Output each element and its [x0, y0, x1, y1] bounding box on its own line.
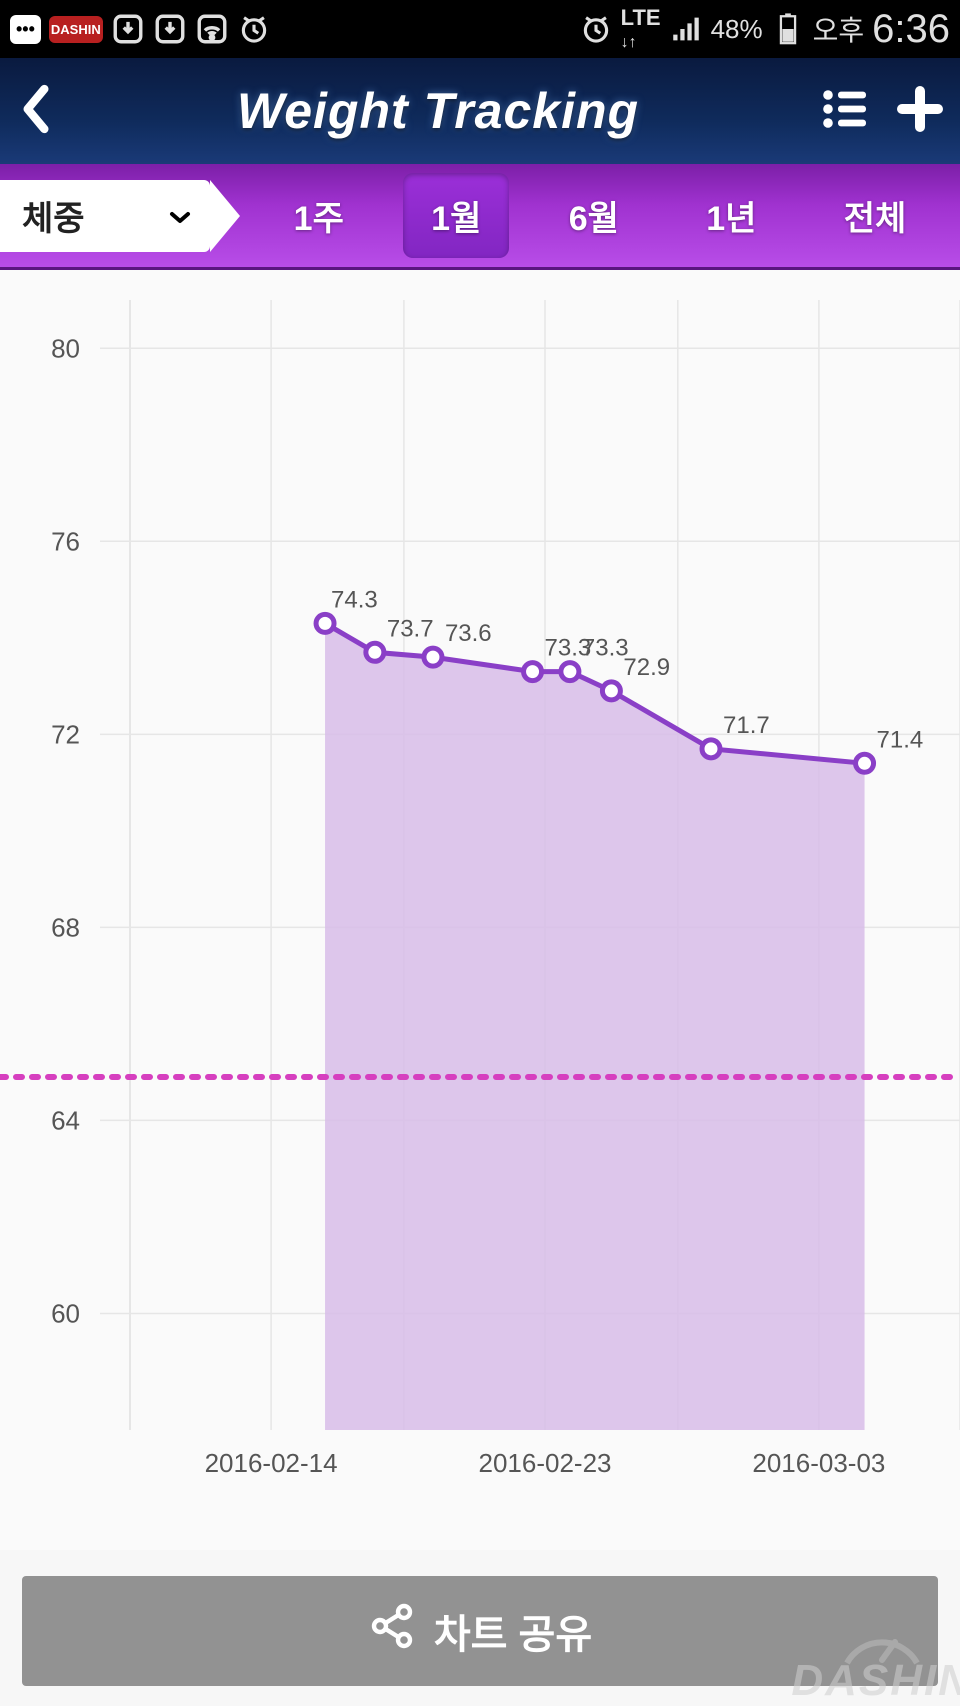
dashin-watermark: DASHIN: [791, 1656, 960, 1706]
back-button[interactable]: [16, 81, 56, 142]
svg-text:71.4: 71.4: [877, 726, 924, 753]
dropdown-label: 체중: [22, 191, 85, 240]
header-actions: [820, 85, 944, 138]
add-icon[interactable]: [896, 85, 944, 138]
alarm-icon-2: [579, 12, 613, 46]
svg-text:60: 60: [51, 1298, 80, 1328]
svg-text:2016-02-14: 2016-02-14: [205, 1448, 338, 1478]
wifi-icon: [195, 12, 229, 46]
weight-chart[interactable]: 60646872768074.373.773.673.373.372.971.7…: [0, 270, 960, 1550]
svg-text:76: 76: [51, 526, 80, 556]
lte-indicator: LTE↓↑: [621, 7, 661, 51]
list-icon[interactable]: [820, 85, 868, 138]
status-right: LTE↓↑ 48% 오후 6:36: [579, 7, 950, 52]
svg-text:73.7: 73.7: [387, 615, 434, 642]
time-value: 6:36: [872, 7, 950, 52]
svg-text:68: 68: [51, 912, 80, 942]
svg-text:71.7: 71.7: [723, 712, 770, 739]
more-icon: •••: [10, 15, 41, 44]
period-tab-0[interactable]: 1주: [266, 173, 372, 258]
metric-dropdown[interactable]: 체중: [0, 180, 210, 252]
time-prefix: 오후: [813, 9, 865, 49]
svg-text:73.6: 73.6: [445, 620, 492, 647]
period-tabs: 1주 1월 6월 1년 전체: [250, 173, 950, 258]
battery-icon: [771, 12, 805, 46]
dashin-icon: DASHIN: [49, 16, 103, 43]
download-icon-1: [111, 12, 145, 46]
share-button-label: 차트 공유: [434, 1602, 592, 1660]
period-tab-2[interactable]: 6월: [541, 173, 647, 258]
alarm-icon: [237, 12, 271, 46]
share-icon: [368, 1602, 416, 1660]
signal-icon: [669, 12, 703, 46]
svg-text:74.3: 74.3: [331, 586, 378, 613]
battery-percent: 48%: [711, 14, 763, 45]
svg-text:72: 72: [51, 719, 80, 749]
period-tab-1[interactable]: 1월: [403, 173, 509, 258]
period-tab-bar: 체중 1주 1월 6월 1년 전체: [0, 164, 960, 270]
svg-text:64: 64: [51, 1105, 80, 1135]
download-icon-2: [153, 12, 187, 46]
page-title: Weight Tracking: [237, 82, 639, 140]
period-tab-3[interactable]: 1년: [678, 173, 784, 258]
svg-text:2016-03-03: 2016-03-03: [752, 1448, 885, 1478]
svg-text:80: 80: [51, 333, 80, 363]
svg-text:73.3: 73.3: [582, 635, 629, 662]
status-left: ••• DASHIN: [10, 12, 271, 46]
chevron-down-icon: [168, 196, 192, 235]
status-bar: ••• DASHIN LTE↓↑ 48% 오후 6:36: [0, 0, 960, 58]
app-header: Weight Tracking: [0, 58, 960, 164]
svg-text:2016-02-23: 2016-02-23: [479, 1448, 612, 1478]
period-tab-4[interactable]: 전체: [816, 173, 935, 258]
svg-text:72.9: 72.9: [623, 654, 670, 681]
